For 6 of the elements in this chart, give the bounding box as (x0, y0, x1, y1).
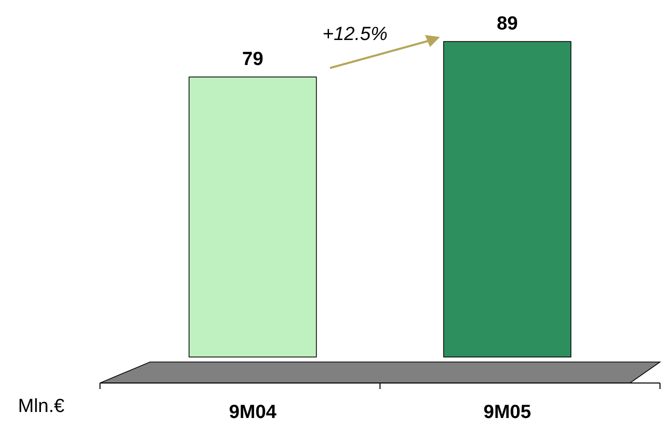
data-label: 89 (496, 14, 518, 35)
annotation: +12.5% (322, 24, 388, 45)
x-tick-label: 9M04 (228, 402, 277, 423)
data-label: 79 (242, 48, 264, 70)
x-tick-label: 9M05 (484, 402, 532, 423)
y-axis-title: Mln.€ (18, 396, 65, 417)
